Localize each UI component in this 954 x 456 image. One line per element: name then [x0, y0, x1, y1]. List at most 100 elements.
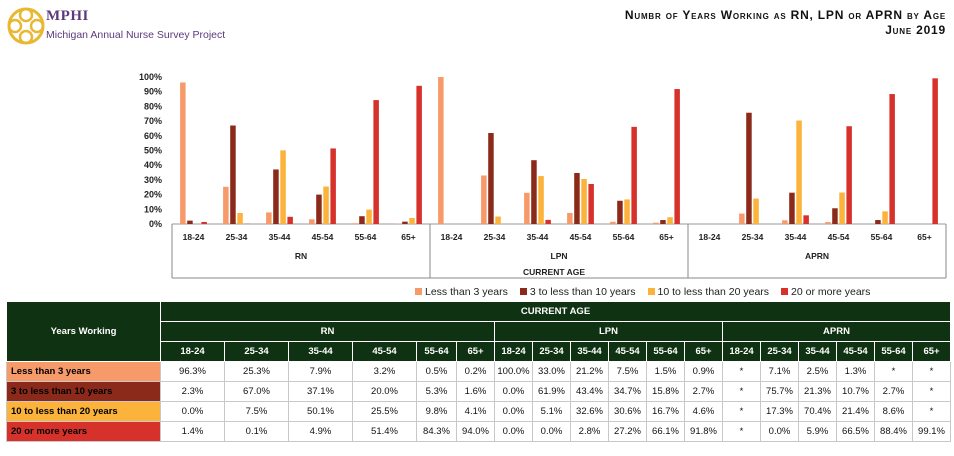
table-cell: 27.2% — [608, 421, 647, 442]
x-tick-label: 25-34 — [742, 232, 764, 242]
chart-subtitle: June 2019 — [885, 23, 946, 37]
bar — [280, 150, 286, 224]
table-cell: 2.5% — [798, 361, 837, 382]
table-cell: 16.7% — [646, 401, 685, 422]
mphi-emblem-icon — [7, 7, 45, 45]
row-label: 3 to less than 10 years — [6, 381, 161, 402]
table-cell: 21.4% — [836, 401, 875, 422]
legend-label: 3 to less than 10 years — [529, 286, 636, 298]
table-cell: 17.3% — [760, 401, 799, 422]
y-tick-label: 30% — [144, 175, 162, 185]
table-cell: 51.4% — [352, 421, 417, 442]
table-cell: 0.0% — [494, 421, 533, 442]
table-cell: 2.7% — [874, 381, 913, 402]
x-tick-label: 35-44 — [269, 232, 291, 242]
table-cell: 88.4% — [874, 421, 913, 442]
table-age-header: 55-64 — [646, 341, 685, 362]
table-cell: 66.5% — [836, 421, 875, 442]
table-cell: 37.1% — [288, 381, 353, 402]
group-label: LPN — [551, 251, 568, 261]
bar — [581, 179, 587, 224]
bar — [882, 211, 888, 224]
table-cell: * — [911, 381, 952, 402]
x-tick-label: 35-44 — [527, 232, 549, 242]
table-row: 10 to less than 20 years 0.0% 7.5% 50.1% 25.… — [6, 401, 952, 422]
table-cell: 2.3% — [160, 381, 225, 402]
bar — [782, 220, 788, 224]
bar — [495, 216, 501, 224]
table-age-header: 25-34 — [224, 341, 289, 362]
table-cell: 10.7% — [836, 381, 875, 402]
x-tick-label: 18-24 — [699, 232, 721, 242]
table-row: 20 or more years 1.4% 0.1% 4.9% 51.4% 84.3% 94… — [6, 421, 952, 442]
table-cell: 1.6% — [456, 381, 495, 402]
bar — [610, 221, 616, 224]
table-cell: 34.7% — [608, 381, 647, 402]
bar — [230, 125, 236, 224]
bar — [624, 199, 630, 224]
bar — [538, 176, 544, 224]
table-cell: * — [722, 421, 761, 442]
bar — [359, 216, 365, 224]
legend-label: 10 to less than 20 years — [657, 286, 770, 298]
x-tick-label: 45-54 — [828, 232, 850, 242]
table-group-header: APRN — [721, 321, 952, 342]
table-row: 3 to less than 10 years 2.3% 67.0% 37.1% 20.… — [6, 381, 952, 402]
bar — [402, 221, 408, 224]
x-tick-label: 65+ — [917, 232, 931, 242]
bar — [366, 209, 372, 224]
table-cell: 4.9% — [288, 421, 353, 442]
x-tick-label: 45-54 — [570, 232, 592, 242]
table-cell: 96.3% — [160, 361, 225, 382]
table-cell: 5.9% — [798, 421, 837, 442]
table-cell: 70.4% — [798, 401, 837, 422]
bar — [316, 194, 322, 224]
table-cell: 1.3% — [836, 361, 875, 382]
table-cell: 94.0% — [456, 421, 495, 442]
table-age-header: 45-54 — [608, 341, 647, 362]
bar — [588, 184, 594, 224]
bar — [660, 220, 666, 224]
legend-swatch — [781, 288, 789, 295]
table-cell: 0.5% — [416, 361, 457, 382]
bar — [796, 120, 802, 224]
project-name: Michigan Annual Nurse Survey Project — [46, 29, 226, 41]
bar — [330, 148, 336, 224]
data-table: Years Working CURRENT AGE RN LPN APRN 18-24 25… — [6, 301, 952, 442]
bar — [567, 212, 573, 224]
bar — [287, 216, 293, 224]
bar — [187, 220, 193, 224]
bar — [273, 169, 279, 224]
table-cell: 21.2% — [570, 361, 609, 382]
bar — [739, 213, 745, 224]
bar — [667, 217, 673, 224]
table-cell: 67.0% — [224, 381, 289, 402]
bar — [545, 219, 551, 224]
bar — [631, 126, 637, 224]
table-cell: 33.0% — [532, 361, 571, 382]
bar — [409, 217, 415, 224]
table-group-header: RN — [160, 321, 495, 342]
table-row: Less than 3 years 96.3% 25.3% 7.9% 3.2% 0.5% 0… — [6, 361, 952, 382]
table-age-header: 18-24 — [160, 341, 225, 362]
bar — [323, 186, 329, 224]
table-cell: * — [911, 361, 952, 382]
bar — [617, 200, 623, 224]
row-label: Less than 3 years — [6, 361, 161, 382]
table-cell: 99.1% — [911, 421, 952, 442]
table-cell: 84.3% — [416, 421, 457, 442]
x-tick-label: 25-34 — [484, 232, 506, 242]
y-tick-label: 90% — [144, 87, 162, 97]
bar — [889, 94, 895, 224]
table-cell: * — [722, 361, 761, 382]
bar — [309, 219, 315, 224]
table-cell: * — [722, 401, 761, 422]
table-cell: 7.5% — [224, 401, 289, 422]
table-cell: 32.6% — [570, 401, 609, 422]
table-age-header: 45-54 — [836, 341, 875, 362]
group-label: APRN — [805, 251, 829, 261]
x-tick-label: 45-54 — [312, 232, 334, 242]
legend-item: 10 to less than 20 years — [647, 286, 770, 298]
chart-title-block: Numbr of Years Working as RN, LPN or APR… — [625, 8, 946, 38]
table-age-header: 25-34 — [760, 341, 799, 362]
